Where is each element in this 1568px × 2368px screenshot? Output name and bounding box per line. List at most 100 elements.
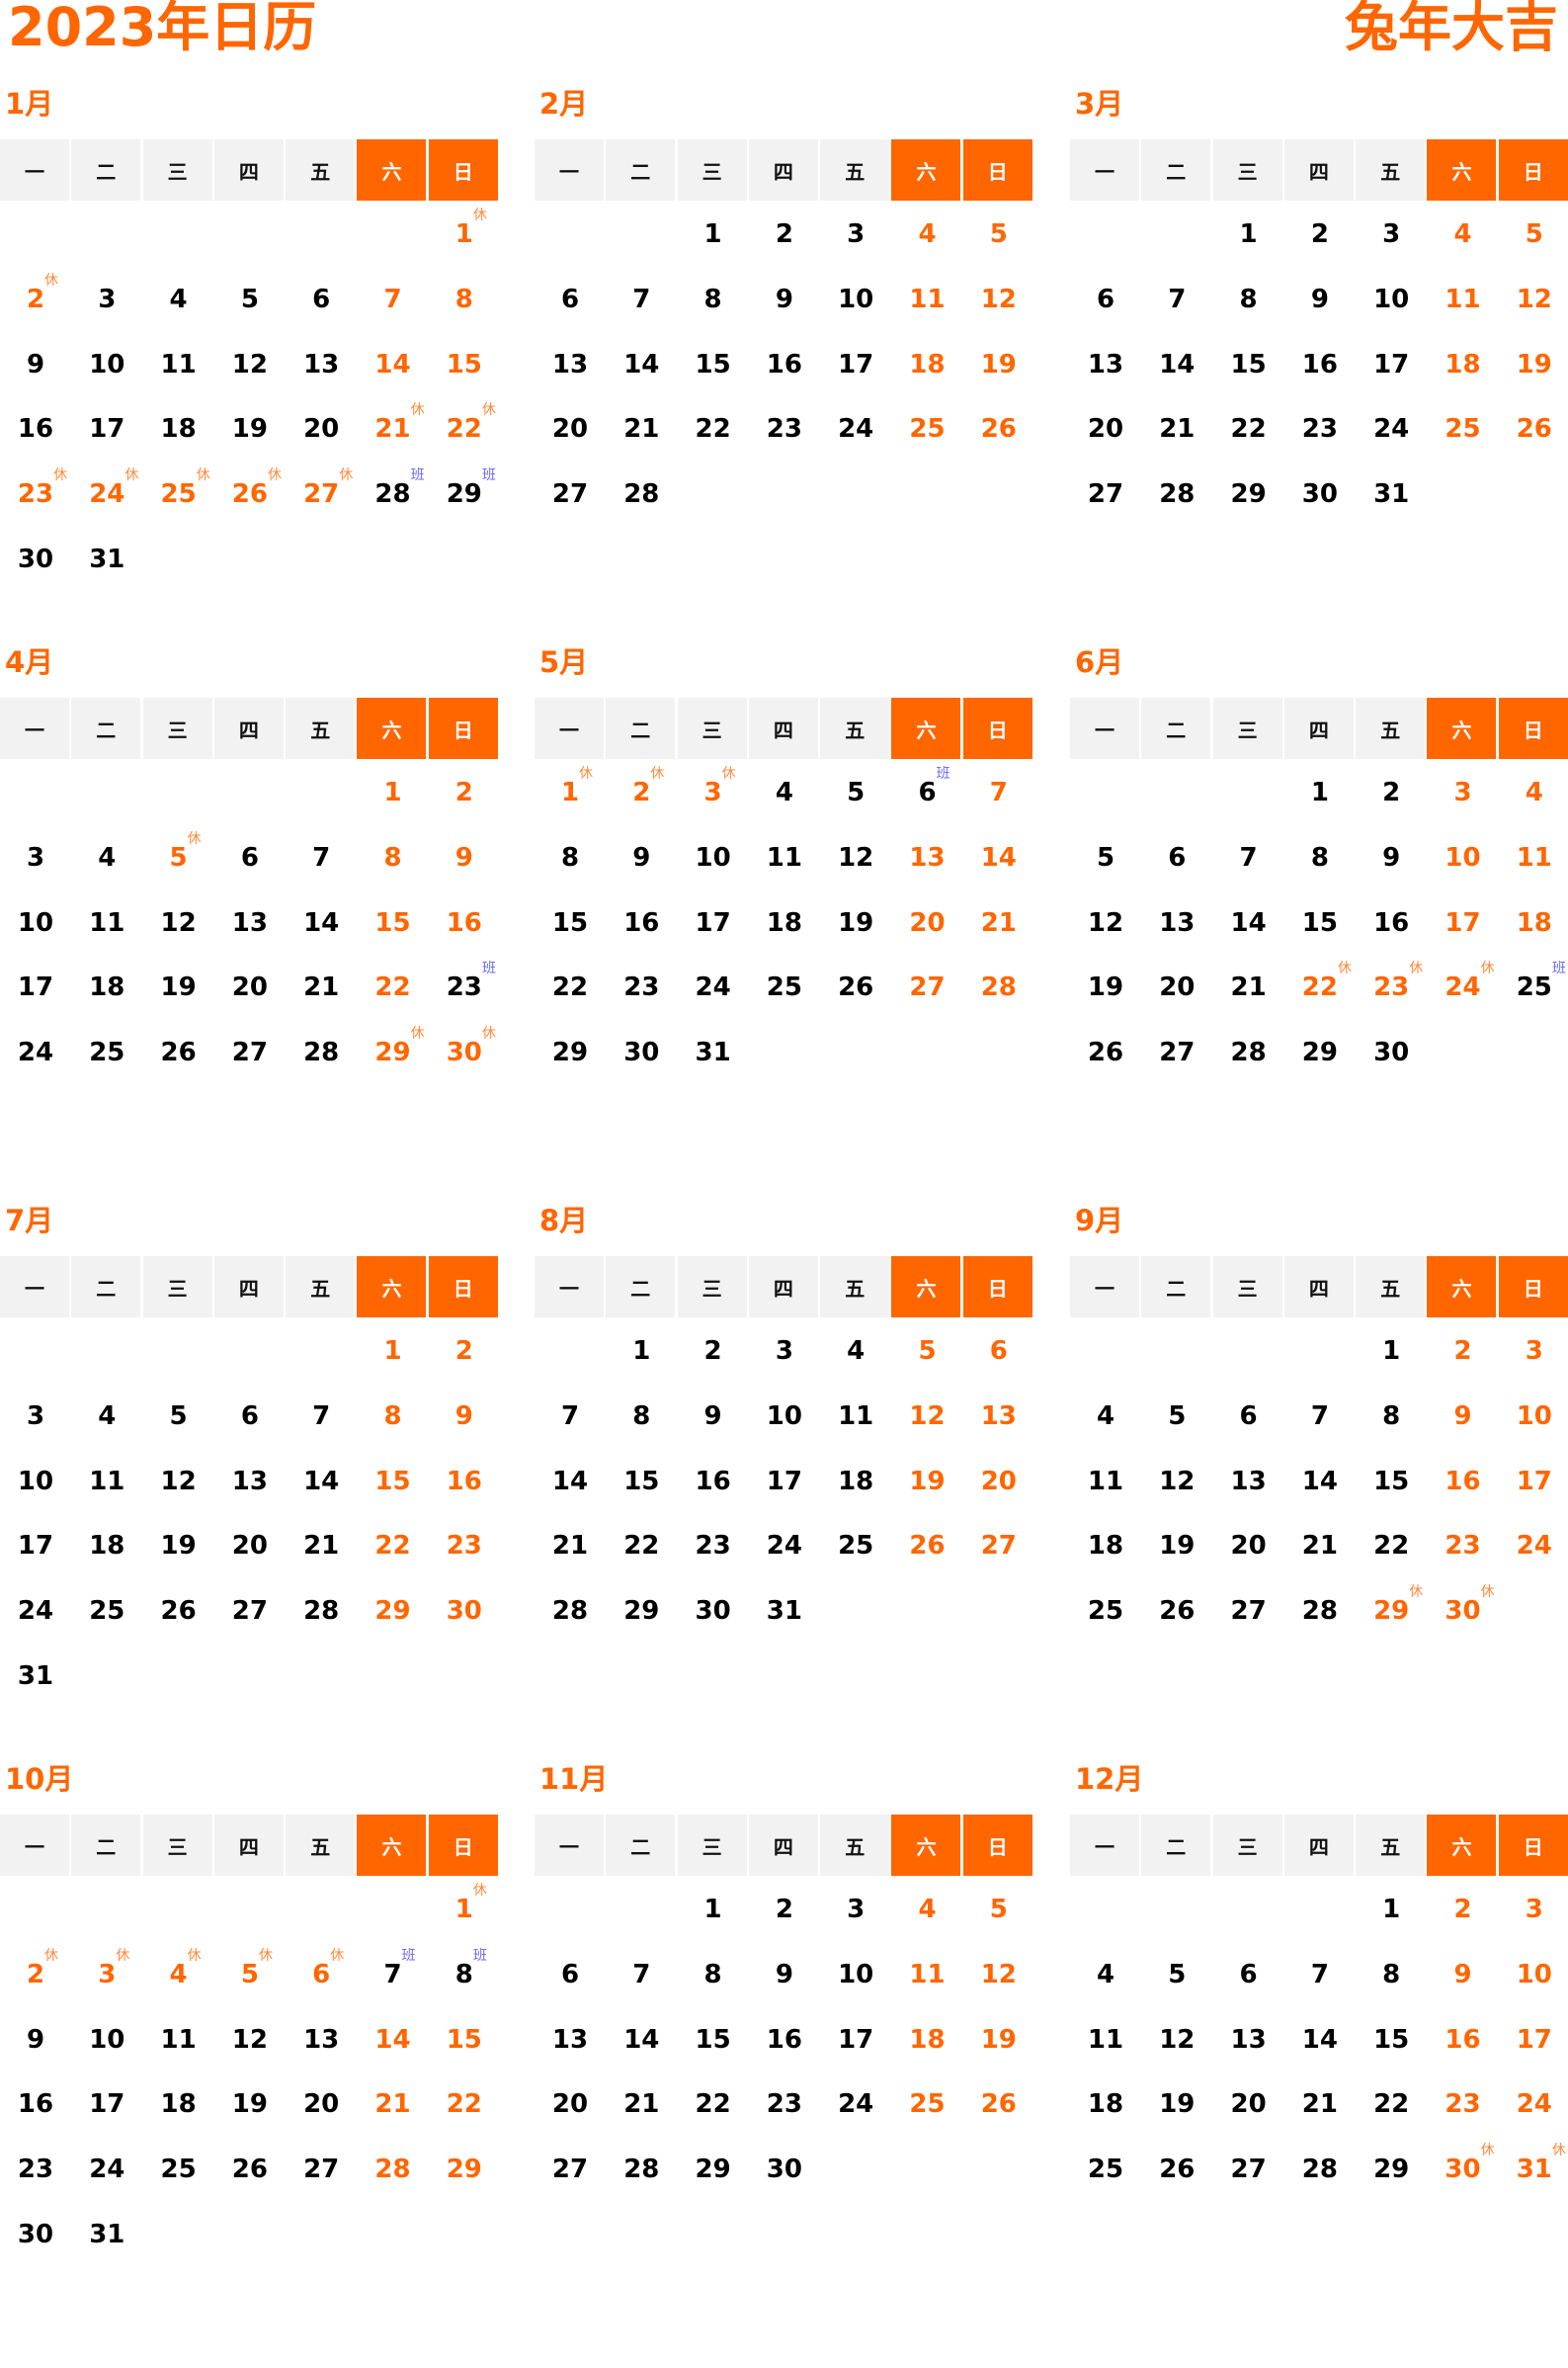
day-cell[interactable]: 22	[429, 2084, 500, 2124]
day-cell[interactable]: 16	[429, 903, 500, 943]
day-cell[interactable]: 4	[749, 773, 820, 812]
day-cell[interactable]: 12	[1141, 1462, 1212, 1501]
day-cell[interactable]: 21	[286, 968, 357, 1007]
day-cell[interactable]: 24	[1499, 2084, 1568, 2124]
day-cell[interactable]: 17	[0, 1526, 71, 1565]
day-cell[interactable]: 2	[1356, 773, 1427, 812]
day-cell[interactable]: 7	[358, 280, 429, 319]
day-cell[interactable]: 25	[1070, 1591, 1141, 1631]
day-cell[interactable]: 7	[286, 838, 357, 878]
day-cell[interactable]: 3	[820, 1890, 891, 1929]
day-cell[interactable]: 17	[1499, 2020, 1568, 2060]
day-cell[interactable]: 24	[820, 409, 891, 449]
day-cell[interactable]: 1	[678, 1890, 749, 1929]
day-cell[interactable]: 23 休	[0, 467, 71, 514]
day-cell[interactable]: 15	[429, 2020, 500, 2060]
day-cell[interactable]: 14	[963, 838, 1034, 878]
day-cell[interactable]: 24	[749, 1526, 820, 1565]
day-cell[interactable]: 1	[606, 1331, 677, 1371]
day-cell[interactable]: 23	[749, 409, 820, 449]
day-cell[interactable]: 3	[1428, 773, 1499, 812]
day-cell[interactable]: 22 休	[1284, 961, 1356, 1007]
day-cell[interactable]: 1	[1356, 1890, 1427, 1929]
day-cell[interactable]: 17	[678, 903, 749, 943]
day-cell[interactable]: 27	[214, 1591, 286, 1631]
day-cell[interactable]: 15	[1213, 345, 1284, 384]
day-cell[interactable]: 13	[1213, 2020, 1284, 2060]
day-cell[interactable]: 19	[1070, 968, 1141, 1007]
day-cell[interactable]: 9	[749, 1955, 820, 1994]
day-cell[interactable]: 1	[678, 214, 749, 254]
day-cell[interactable]: 14	[535, 1462, 606, 1501]
day-cell[interactable]: 28	[286, 1033, 357, 1072]
day-cell[interactable]: 20	[1070, 409, 1141, 449]
day-cell[interactable]: 26	[143, 1591, 214, 1631]
day-cell[interactable]: 11	[892, 280, 963, 319]
day-cell[interactable]: 28	[606, 474, 677, 514]
day-cell[interactable]: 12	[820, 838, 891, 878]
day-cell[interactable]: 11	[1428, 280, 1499, 319]
day-cell[interactable]: 17	[71, 2084, 142, 2124]
day-cell[interactable]: 28	[1141, 474, 1212, 514]
day-cell[interactable]: 18	[820, 1462, 891, 1501]
day-cell[interactable]: 6	[1070, 280, 1141, 319]
day-cell[interactable]: 16	[1428, 2020, 1499, 2060]
day-cell[interactable]: 9	[606, 838, 677, 878]
day-cell[interactable]: 26	[143, 1033, 214, 1072]
day-cell[interactable]: 8	[1284, 838, 1356, 878]
day-cell[interactable]: 20	[1213, 2084, 1284, 2124]
day-cell[interactable]: 3	[820, 214, 891, 254]
day-cell[interactable]: 27	[535, 2150, 606, 2189]
day-cell[interactable]: 30	[1284, 474, 1356, 514]
day-cell[interactable]: 7	[535, 1396, 606, 1436]
day-cell[interactable]: 25	[892, 2084, 963, 2124]
day-cell[interactable]: 17	[820, 2020, 891, 2060]
day-cell[interactable]: 26	[963, 409, 1034, 449]
day-cell[interactable]: 27 休	[286, 467, 357, 514]
day-cell[interactable]: 24 休	[1428, 961, 1499, 1007]
day-cell[interactable]: 25	[1070, 2150, 1141, 2189]
day-cell[interactable]: 29	[678, 2150, 749, 2189]
day-cell[interactable]: 8	[678, 1955, 749, 1994]
day-cell[interactable]: 31	[71, 2215, 142, 2254]
day-cell[interactable]: 30 休	[1428, 1584, 1499, 1631]
day-cell[interactable]: 14	[1213, 903, 1284, 943]
day-cell[interactable]: 13	[1070, 345, 1141, 384]
day-cell[interactable]: 6	[286, 280, 357, 319]
day-cell[interactable]: 10	[0, 1462, 71, 1501]
day-cell[interactable]: 27	[892, 968, 963, 1007]
day-cell[interactable]: 16	[429, 1462, 500, 1501]
day-cell[interactable]: 4	[71, 1396, 142, 1436]
day-cell[interactable]: 13	[286, 345, 357, 384]
day-cell[interactable]: 20	[286, 409, 357, 449]
day-cell[interactable]: 18	[1070, 2084, 1141, 2124]
day-cell[interactable]: 31	[749, 1591, 820, 1631]
day-cell[interactable]: 5	[1499, 214, 1568, 254]
day-cell[interactable]: 21	[286, 1526, 357, 1565]
day-cell[interactable]: 4	[1070, 1955, 1141, 1994]
day-cell[interactable]: 22	[1213, 409, 1284, 449]
day-cell[interactable]: 8	[606, 1396, 677, 1436]
day-cell[interactable]: 21	[1141, 409, 1212, 449]
day-cell[interactable]: 9	[749, 280, 820, 319]
day-cell[interactable]: 19	[143, 968, 214, 1007]
day-cell[interactable]: 23 班	[429, 961, 500, 1007]
day-cell[interactable]: 27	[1213, 2150, 1284, 2189]
day-cell[interactable]: 13	[286, 2020, 357, 2060]
day-cell[interactable]: 16	[1356, 903, 1427, 943]
day-cell[interactable]: 11	[892, 1955, 963, 1994]
day-cell[interactable]: 21	[606, 2084, 677, 2124]
day-cell[interactable]: 18	[71, 1526, 142, 1565]
day-cell[interactable]: 5	[143, 1396, 214, 1436]
day-cell[interactable]: 23	[678, 1526, 749, 1565]
day-cell[interactable]: 15	[429, 345, 500, 384]
day-cell[interactable]: 30	[0, 540, 71, 579]
day-cell[interactable]: 23	[1428, 2084, 1499, 2124]
